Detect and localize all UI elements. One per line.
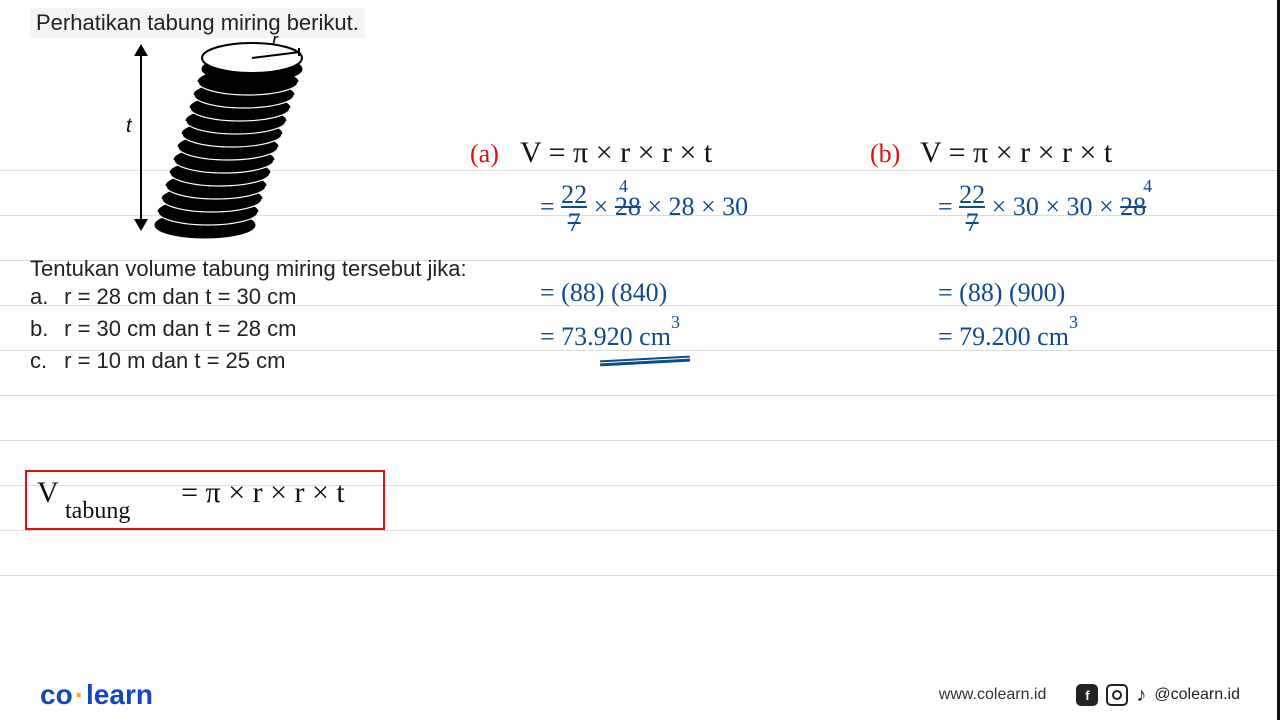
- times: ×: [594, 192, 615, 221]
- work-a-line2: = 22 7 × 4 28 × 28 × 30: [540, 180, 748, 238]
- result-b: = 79.200 cm: [938, 322, 1069, 351]
- work-b-line2: = 22 7 × 30 × 30 × 4 28: [938, 180, 1146, 238]
- exp: 3: [671, 312, 680, 332]
- cancel-sup: 4: [1143, 176, 1152, 197]
- socials: f ♪ @colearn.id: [1076, 684, 1240, 707]
- dot-icon: ·: [73, 679, 86, 710]
- work-a-line3: = (88) (840): [540, 278, 667, 308]
- exp: 3: [1069, 312, 1078, 332]
- fraction-num: 22: [959, 180, 985, 209]
- formula-box: V = π × r × r × t tabung: [25, 470, 385, 530]
- work-a-line1: V = π × r × r × t: [520, 136, 712, 170]
- result-a: = 73.920 cm: [540, 322, 671, 351]
- rule-line: [0, 575, 1280, 576]
- arrow-down-icon: [134, 219, 148, 231]
- tiktok-icon: ♪: [1136, 684, 1146, 707]
- fraction-den: 7: [561, 206, 587, 238]
- brand-logo: co·learn: [40, 679, 153, 711]
- item-b: b. r = 30 cm dan t = 28 cm: [30, 316, 296, 342]
- work-a-line4: = 73.920 cm3: [540, 322, 680, 352]
- cancel-sup: 4: [619, 176, 628, 197]
- rule-line: [0, 395, 1280, 396]
- eq-sign: =: [540, 192, 561, 221]
- footer: co·learn www.colearn.id f ♪ @colearn.id: [0, 670, 1280, 720]
- handle: @colearn.id: [1154, 686, 1240, 704]
- work-b-line3: = (88) (900): [938, 278, 1065, 308]
- work-b-line4: = 79.200 cm3: [938, 322, 1078, 352]
- item-letter: a.: [30, 284, 58, 310]
- t-label: t: [126, 115, 132, 138]
- formula-sub: tabung: [65, 498, 130, 525]
- formula-v: V: [37, 476, 58, 509]
- item-text: r = 28 cm dan t = 30 cm: [64, 284, 296, 309]
- footer-url: www.colearn.id: [939, 686, 1047, 704]
- item-letter: b.: [30, 316, 58, 342]
- item-a: a. r = 28 cm dan t = 30 cm: [30, 284, 296, 310]
- cylinder-diagram: [150, 30, 320, 230]
- marker-b: (b): [870, 139, 900, 169]
- question-text: Tentukan volume tabung miring tersebut j…: [30, 256, 467, 282]
- times: × 30 × 30 ×: [992, 192, 1121, 221]
- item-letter: c.: [30, 348, 58, 374]
- rest: × 28 × 30: [647, 192, 748, 221]
- work-b-line1: V = π × r × r × t: [920, 136, 1112, 170]
- underline-a: [600, 356, 690, 367]
- height-arrow: [140, 50, 142, 225]
- item-c: c. r = 10 m dan t = 25 cm: [30, 348, 285, 374]
- fraction-num: 22: [561, 180, 587, 209]
- rule-line: [0, 440, 1280, 441]
- instagram-icon: [1106, 684, 1128, 706]
- marker-a: (a): [470, 139, 499, 169]
- fraction-den: 7: [959, 206, 985, 238]
- facebook-icon: f: [1076, 684, 1098, 706]
- rule-line: [0, 530, 1280, 531]
- item-text: r = 10 m dan t = 25 cm: [64, 348, 285, 373]
- formula-rhs: = π × r × r × t: [181, 476, 345, 509]
- brand-a: co: [40, 679, 73, 710]
- eq-sign: =: [938, 192, 959, 221]
- brand-b: learn: [86, 679, 153, 710]
- item-text: r = 30 cm dan t = 28 cm: [64, 316, 296, 341]
